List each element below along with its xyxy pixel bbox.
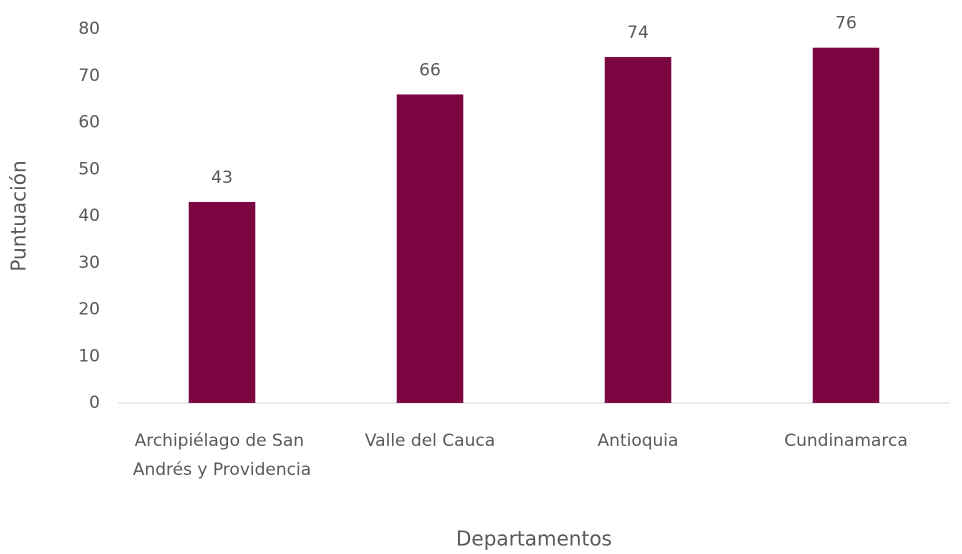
bar (188, 201, 256, 403)
value-label: 74 (627, 23, 649, 43)
bar (604, 57, 672, 404)
y-tick-label: 70 (78, 66, 100, 86)
y-tick-label: 50 (78, 159, 100, 179)
y-tick-label: 30 (78, 253, 100, 273)
y-tick-label: 80 (78, 19, 100, 39)
x-tick-label: Antioquia (598, 431, 679, 451)
y-tick-label: 20 (78, 300, 100, 320)
x-axis-title: Departamentos (456, 527, 612, 551)
bar (396, 94, 464, 403)
x-tick-label: Archipiélago de San Andrés y Providencia (133, 431, 311, 480)
x-tick-label: Cundinamarca (784, 431, 907, 451)
value-label: 76 (835, 14, 857, 34)
y-tick-label: 0 (89, 393, 100, 413)
x-tick-label: Valle del Cauca (365, 431, 495, 451)
y-tick-label: 60 (78, 113, 100, 133)
value-label: 66 (419, 60, 441, 80)
y-axis-title: Puntuación (7, 160, 31, 271)
value-label: 43 (211, 168, 233, 188)
y-tick-label: 10 (78, 346, 100, 366)
bar (812, 47, 880, 403)
y-tick-label: 40 (78, 206, 100, 226)
